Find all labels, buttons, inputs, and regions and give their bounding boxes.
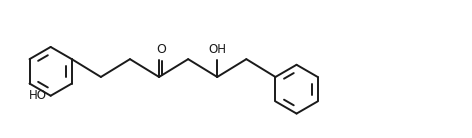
Text: OH: OH (208, 43, 226, 56)
Text: O: O (156, 43, 166, 56)
Text: HO: HO (29, 89, 47, 102)
